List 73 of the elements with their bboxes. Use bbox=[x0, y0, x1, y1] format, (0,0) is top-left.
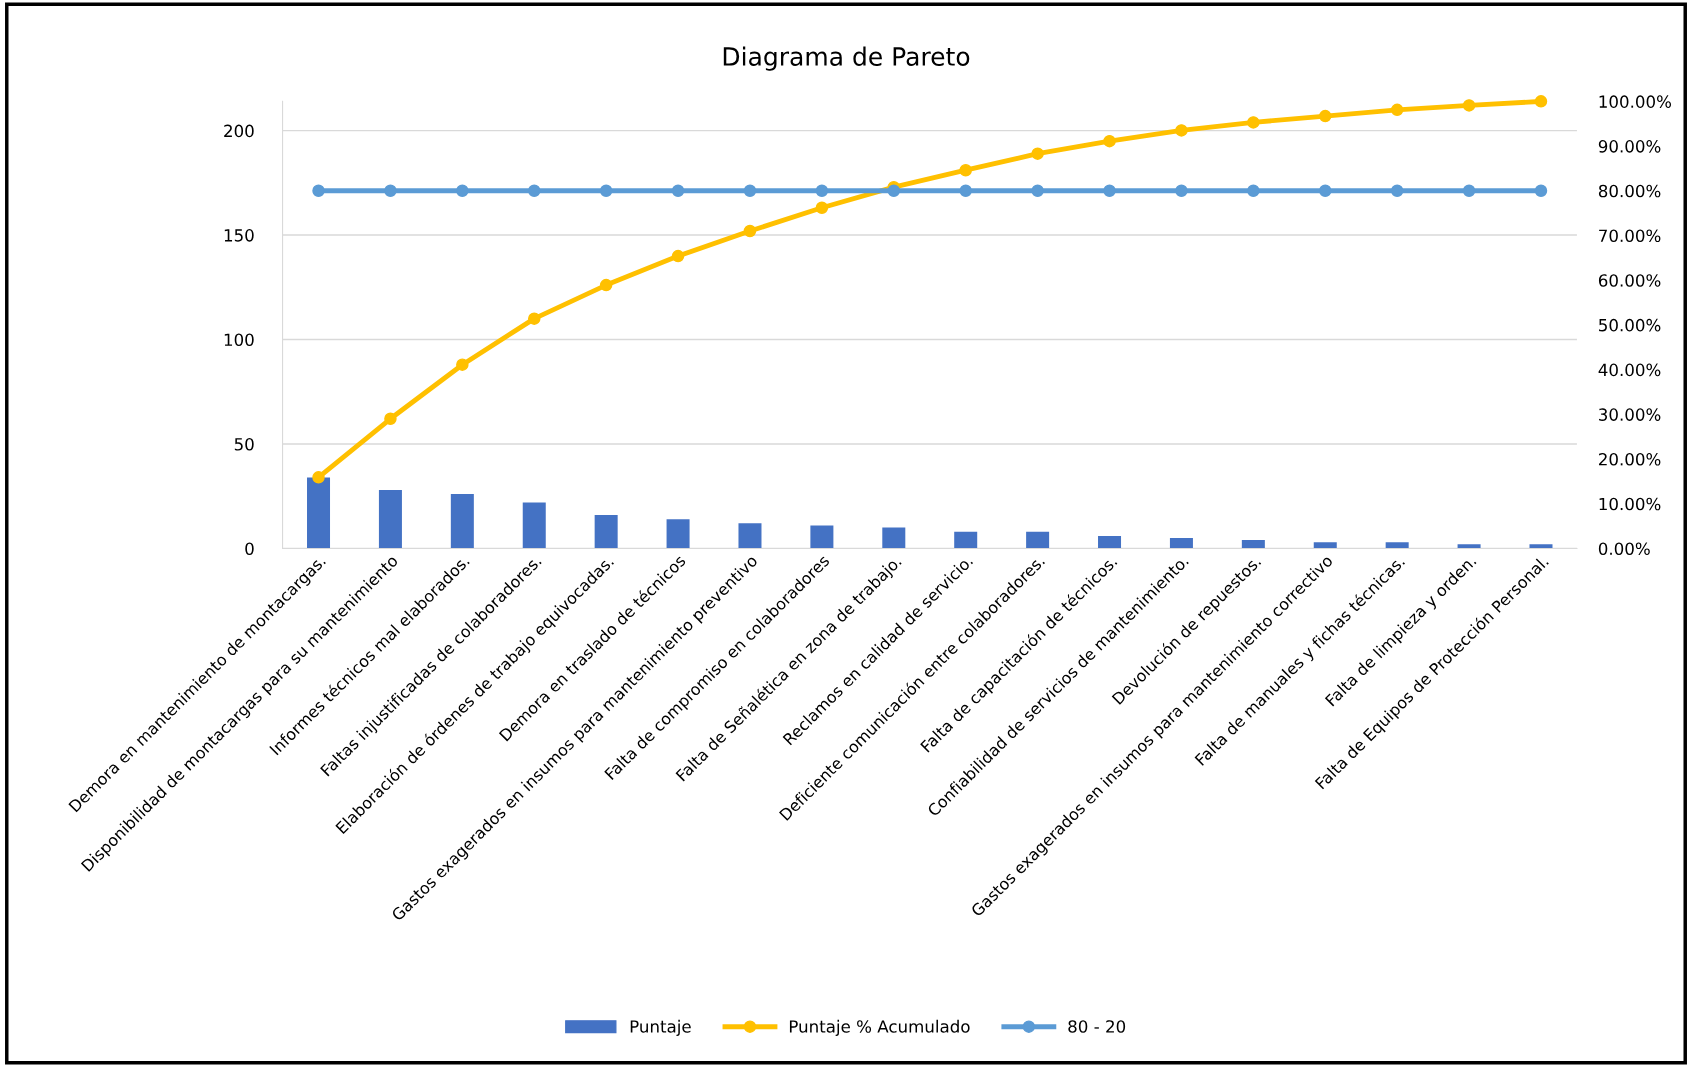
point bbox=[815, 184, 829, 198]
y2-tick-label: 100.00% bbox=[1599, 95, 1672, 108]
bar bbox=[738, 523, 762, 549]
bar bbox=[1241, 540, 1265, 549]
point bbox=[527, 184, 541, 198]
bar bbox=[882, 527, 906, 549]
y2-tick-label: 40.00% bbox=[1598, 363, 1661, 377]
bar bbox=[954, 531, 978, 549]
point bbox=[743, 184, 757, 198]
bar bbox=[594, 515, 618, 549]
bar bbox=[1457, 544, 1481, 549]
bar bbox=[1169, 537, 1193, 549]
point bbox=[1103, 134, 1116, 148]
point bbox=[1534, 95, 1548, 108]
point bbox=[1247, 184, 1260, 198]
point bbox=[456, 184, 469, 198]
point bbox=[1390, 103, 1404, 117]
point bbox=[1103, 184, 1116, 198]
point bbox=[671, 184, 685, 198]
bar bbox=[378, 489, 402, 549]
y-tick-label: 200 bbox=[224, 124, 254, 138]
point bbox=[599, 278, 613, 292]
bar bbox=[1026, 531, 1050, 549]
y2-tick-label: 70.00% bbox=[1599, 229, 1661, 243]
legend-label: Puntaje bbox=[630, 1019, 691, 1036]
y2-tick-label: 50.00% bbox=[1599, 318, 1661, 332]
y2-tick-label: 10.00% bbox=[1599, 497, 1661, 511]
chart-title: Diagrama de Pareto bbox=[723, 46, 970, 71]
y2-tick-label: 30.00% bbox=[1599, 408, 1661, 421]
point bbox=[312, 471, 325, 484]
y-tick-label: 100 bbox=[224, 333, 254, 347]
point bbox=[1390, 184, 1404, 198]
point bbox=[1031, 147, 1044, 160]
point bbox=[384, 184, 397, 198]
y2-tick-label: 80.00% bbox=[1598, 184, 1661, 198]
bar bbox=[1529, 544, 1553, 549]
bar bbox=[1098, 535, 1122, 549]
point bbox=[671, 249, 685, 263]
y2-tick-label: 60.00% bbox=[1598, 274, 1661, 287]
bar bbox=[1385, 542, 1409, 549]
point bbox=[1319, 109, 1332, 123]
y2-tick-label: 90.00% bbox=[1598, 140, 1661, 153]
point bbox=[1462, 184, 1476, 198]
legend-label: Puntaje % Acumulado bbox=[789, 1019, 970, 1036]
point bbox=[743, 224, 757, 238]
legend-label: 80 - 20 bbox=[1068, 1020, 1126, 1033]
y2-tick-label: 20.00% bbox=[1599, 452, 1661, 466]
point bbox=[1462, 99, 1476, 112]
y2-tick-label: 0.00% bbox=[1598, 542, 1650, 556]
point bbox=[1175, 124, 1188, 137]
y-tick-label: 150 bbox=[224, 229, 254, 242]
point bbox=[1319, 184, 1332, 198]
bar bbox=[450, 494, 474, 549]
y-tick-label: 0 bbox=[245, 542, 254, 556]
point bbox=[1534, 184, 1548, 198]
point bbox=[959, 184, 972, 198]
bar bbox=[810, 525, 834, 549]
point bbox=[456, 358, 469, 371]
point bbox=[1175, 184, 1188, 198]
y-tick-label: 50 bbox=[234, 437, 254, 451]
point bbox=[599, 184, 613, 198]
bar bbox=[666, 519, 690, 549]
point bbox=[312, 184, 325, 198]
bar bbox=[1313, 542, 1337, 549]
point bbox=[815, 201, 829, 215]
point bbox=[1247, 116, 1260, 129]
point bbox=[959, 163, 972, 177]
point bbox=[1031, 184, 1044, 198]
point bbox=[384, 412, 397, 426]
point bbox=[887, 184, 901, 198]
bar bbox=[522, 502, 546, 549]
point bbox=[527, 312, 541, 325]
bar bbox=[307, 477, 331, 549]
